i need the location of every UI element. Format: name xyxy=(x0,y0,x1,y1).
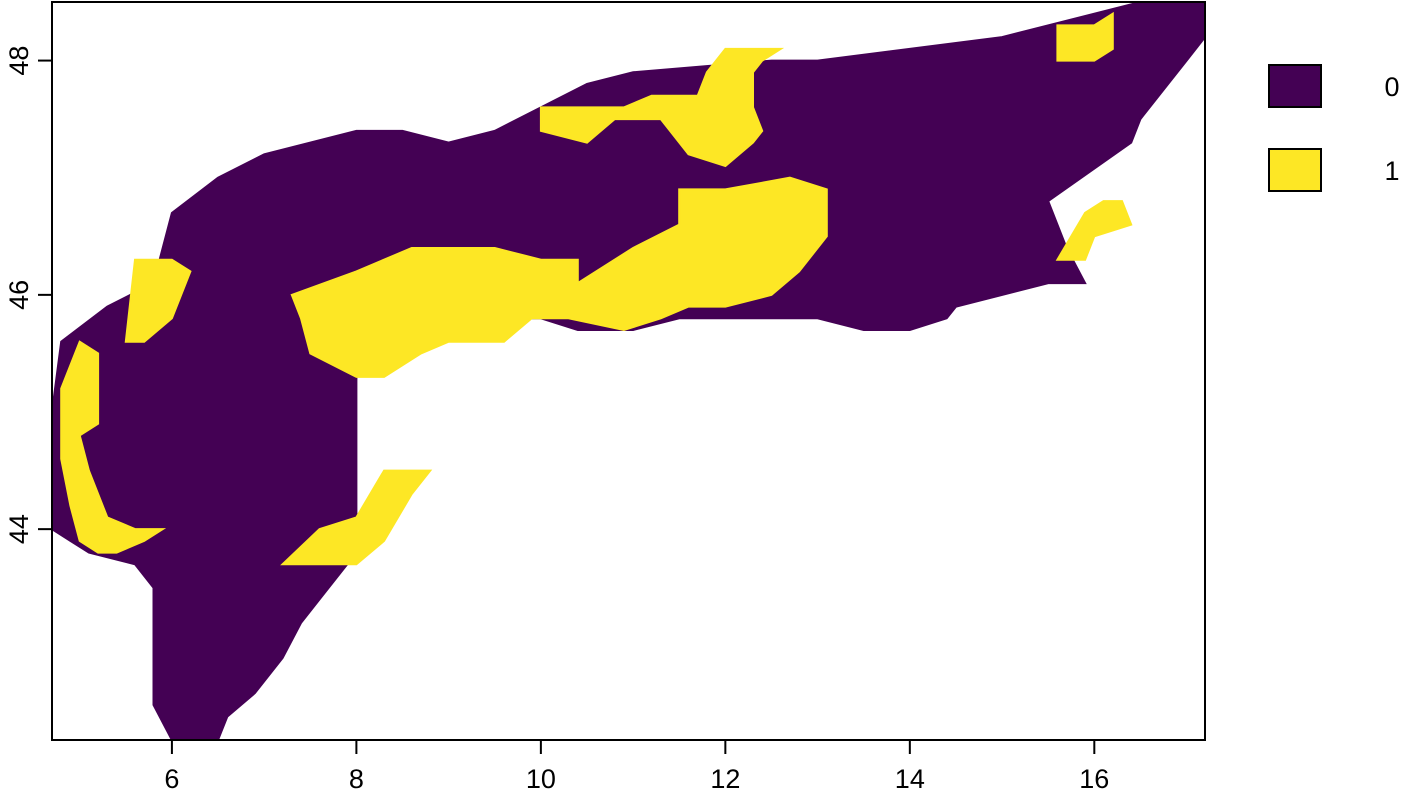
y-tick-label: 46 xyxy=(4,280,34,310)
x-tick-label: 14 xyxy=(895,764,925,794)
region-class-1-5 xyxy=(1055,200,1133,261)
region-class-1-1 xyxy=(290,176,828,378)
region-class-1-7 xyxy=(124,258,192,343)
y-axis: 44 46 48 xyxy=(4,46,52,544)
x-tick-label: 10 xyxy=(526,764,556,794)
region-class-1-4 xyxy=(60,340,167,554)
region-class-1-3 xyxy=(280,469,433,566)
legend-swatch-0 xyxy=(1268,64,1322,108)
y-tick-label: 48 xyxy=(4,46,34,76)
x-axis: 6 8 10 12 14 16 xyxy=(164,740,1109,794)
legend-label-1: 1 xyxy=(1384,156,1399,186)
legend: 01 xyxy=(1268,64,1400,192)
x-tick-label: 16 xyxy=(1079,764,1109,794)
y-tick-label: 44 xyxy=(4,514,34,544)
x-tick-label: 8 xyxy=(349,764,364,794)
x-tick-label: 6 xyxy=(164,764,179,794)
legend-swatch-1 xyxy=(1268,148,1322,192)
region-class-1-6 xyxy=(1056,11,1114,62)
region-class-1-2 xyxy=(539,47,785,168)
raster-layer xyxy=(51,1,1206,741)
x-tick-label: 12 xyxy=(710,764,740,794)
plot-frame xyxy=(51,1,1206,741)
legend-label-0: 0 xyxy=(1384,72,1399,102)
